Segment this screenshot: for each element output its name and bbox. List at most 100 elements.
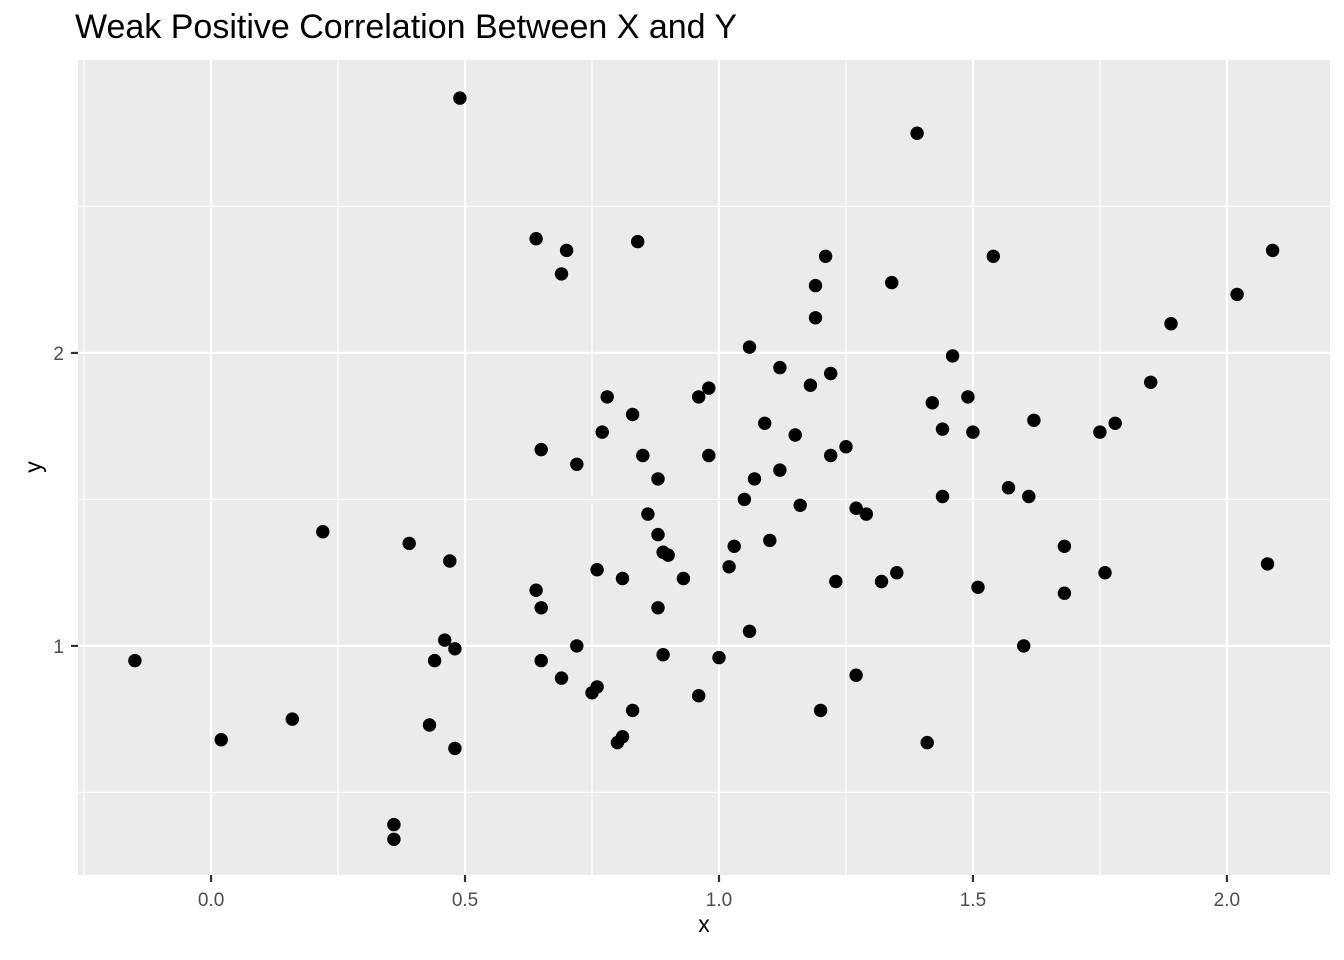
data-point xyxy=(443,554,457,568)
data-point xyxy=(808,311,823,325)
plot-panel xyxy=(78,60,1330,875)
data-point xyxy=(595,425,609,439)
data-point xyxy=(925,396,939,410)
x-tick-label: 0.0 xyxy=(198,890,224,911)
data-point xyxy=(1017,639,1031,653)
data-point xyxy=(986,249,1000,263)
data-point xyxy=(1260,557,1275,571)
data-point xyxy=(747,472,762,486)
data-point xyxy=(1164,317,1178,331)
data-point xyxy=(1144,375,1158,389)
data-point xyxy=(661,548,675,562)
data-point xyxy=(570,457,584,471)
data-point xyxy=(1230,287,1244,302)
data-point xyxy=(641,507,655,521)
data-point xyxy=(890,566,904,580)
data-point xyxy=(529,232,543,246)
data-point xyxy=(829,574,843,589)
data-point xyxy=(676,571,691,586)
data-point xyxy=(702,448,716,463)
data-point xyxy=(422,718,437,732)
data-point xyxy=(554,671,569,685)
data-point xyxy=(839,440,853,454)
data-point xyxy=(656,648,670,662)
data-point xyxy=(773,360,787,375)
data-point xyxy=(590,680,604,694)
x-tick-label: 1.0 xyxy=(706,890,732,911)
data-point xyxy=(793,498,807,512)
data-point xyxy=(859,507,873,521)
data-point xyxy=(742,624,757,638)
x-tick-label: 0.5 xyxy=(452,890,478,911)
data-point xyxy=(1098,566,1112,580)
data-point xyxy=(529,583,543,597)
data-point xyxy=(1108,416,1122,430)
data-point xyxy=(453,91,467,105)
data-point xyxy=(824,366,838,381)
x-axis-title: x xyxy=(698,911,710,937)
data-point xyxy=(534,442,548,457)
data-point xyxy=(885,275,899,290)
data-point xyxy=(824,448,838,463)
data-point xyxy=(214,733,228,747)
data-point xyxy=(625,703,640,718)
data-point xyxy=(651,527,665,542)
y-tick-label: 1 xyxy=(53,637,64,658)
x-tick-label: 1.5 xyxy=(960,890,986,911)
data-point xyxy=(1022,489,1036,504)
data-point xyxy=(773,463,787,477)
data-point xyxy=(803,378,818,392)
data-point xyxy=(631,234,645,249)
data-point xyxy=(615,730,630,744)
data-point xyxy=(849,501,863,515)
data-point xyxy=(1027,413,1041,427)
data-point xyxy=(712,650,726,665)
data-point xyxy=(590,563,604,577)
data-point xyxy=(570,639,584,653)
data-point xyxy=(554,267,569,281)
data-point xyxy=(763,533,777,548)
chart-title: Weak Positive Correlation Between X and … xyxy=(75,8,738,46)
data-point xyxy=(971,580,985,594)
data-point xyxy=(808,278,823,293)
data-point xyxy=(651,601,665,615)
data-point xyxy=(1265,243,1280,258)
data-point xyxy=(1093,425,1107,439)
data-point xyxy=(961,390,975,404)
data-point xyxy=(737,492,752,507)
data-point xyxy=(128,653,142,668)
data-point xyxy=(910,126,924,140)
data-point xyxy=(702,381,716,395)
data-point xyxy=(636,448,650,463)
data-point xyxy=(600,390,614,404)
data-point xyxy=(935,489,950,504)
data-point xyxy=(874,574,889,589)
data-point xyxy=(615,571,630,586)
data-point xyxy=(534,601,548,615)
data-point xyxy=(438,633,452,647)
data-point xyxy=(427,653,442,668)
data-point xyxy=(788,428,802,442)
data-point xyxy=(758,416,772,430)
y-tick-label: 2 xyxy=(53,344,64,365)
data-point xyxy=(727,539,741,553)
data-point xyxy=(945,349,960,363)
x-tick-label: 2.0 xyxy=(1214,890,1240,911)
data-point xyxy=(1057,586,1072,600)
data-point xyxy=(1001,481,1016,495)
data-point xyxy=(1057,539,1072,553)
data-point xyxy=(534,653,548,668)
data-point xyxy=(625,407,640,422)
data-point xyxy=(692,390,706,404)
data-point xyxy=(387,832,401,846)
data-point xyxy=(316,525,330,539)
data-point xyxy=(722,560,736,574)
data-point xyxy=(920,735,934,750)
data-point xyxy=(966,425,980,439)
data-point xyxy=(402,536,416,551)
data-point xyxy=(651,472,665,486)
y-axis-title: y xyxy=(19,461,46,473)
data-point xyxy=(285,712,299,726)
